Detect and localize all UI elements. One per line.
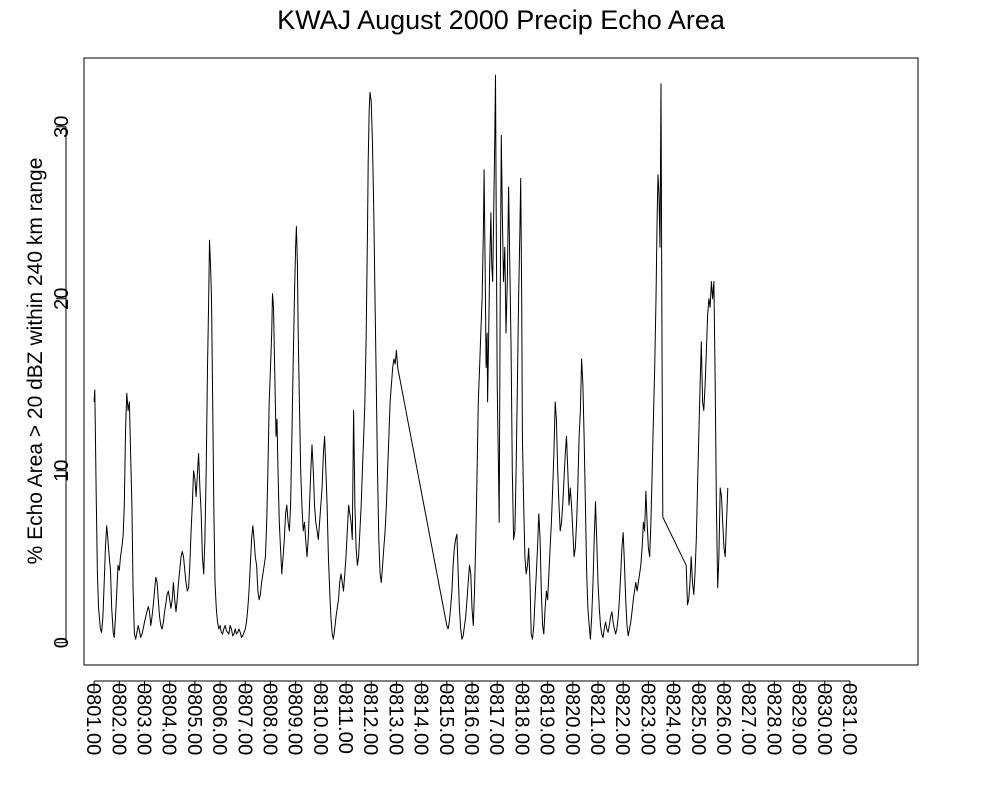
x-tick-label: 0808.00 (258, 683, 280, 755)
x-tick-label: 0824.00 (662, 683, 684, 755)
x-tick-label: 0821.00 (586, 683, 608, 755)
x-tick-label: 0828.00 (762, 683, 784, 755)
x-tick-label: 0806.00 (208, 683, 230, 755)
x-tick-label: 0816.00 (460, 683, 482, 755)
x-tick-label: 0831.00 (838, 683, 860, 755)
y-tick-label: 10 (51, 460, 73, 482)
x-tick-label: 0825.00 (687, 683, 709, 755)
x-tick-label: 0803.00 (132, 683, 154, 755)
x-tick-label: 0826.00 (712, 683, 734, 755)
x-tick-label: 0815.00 (435, 683, 457, 755)
x-tick-label: 0818.00 (510, 683, 532, 755)
y-tick-label: 0 (51, 637, 73, 648)
y-tick-label: 30 (51, 116, 73, 138)
plot-frame (83, 57, 919, 666)
x-tick-label: 0822.00 (611, 683, 633, 755)
y-axis: 0 10 20 30 (51, 116, 73, 649)
x-axis: 0801.00 0802.00 0803.00 0804.00 0805.00 0806.… (82, 680, 860, 755)
x-tick-label: 0817.00 (485, 683, 507, 755)
chart-title: KWAJ August 2000 Precip Echo Area (277, 5, 726, 35)
y-tick-label: 20 (51, 288, 73, 310)
x-tick-label: 0814.00 (410, 683, 432, 755)
x-tick-label: 0801.00 (82, 683, 104, 755)
x-tick-label: 0820.00 (561, 683, 583, 755)
x-tick-label: 0812.00 (359, 683, 381, 755)
x-tick-label: 0802.00 (107, 683, 129, 755)
x-tick-label: 0810.00 (309, 683, 331, 755)
x-tick-label: 0804.00 (158, 683, 180, 755)
series-layer (93, 74, 729, 640)
y-axis-label: % Echo Area > 20 dBZ within 240 km range (24, 158, 47, 565)
x-tick-label: 0805.00 (183, 683, 205, 755)
x-tick-label: 0819.00 (536, 683, 558, 755)
x-tick-label: 0827.00 (737, 683, 759, 755)
x-tick-label: 0811.00 (334, 683, 356, 754)
x-tick-label: 0809.00 (284, 683, 306, 755)
x-tick-label: 0823.00 (636, 683, 658, 755)
x-tick-label: 0807.00 (233, 683, 255, 755)
series-line-0 (93, 74, 729, 640)
x-tick-label: 0830.00 (813, 683, 835, 755)
x-tick-label: 0813.00 (384, 683, 406, 755)
x-tick-label: 0829.00 (788, 683, 810, 755)
